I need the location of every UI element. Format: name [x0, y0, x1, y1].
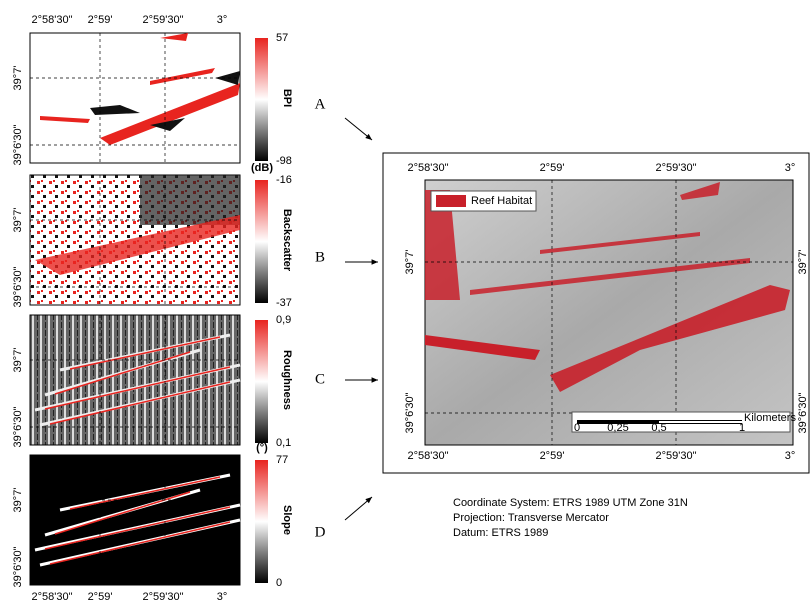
colorbar-name: BPI: [281, 89, 293, 107]
lat-label: 39°6'30": [12, 406, 24, 447]
ridge-red: [44, 506, 231, 550]
panel-bg: [29, 314, 241, 446]
colorbar: [255, 38, 268, 161]
caption-line: Datum: ETRS 1989: [453, 527, 548, 539]
lat-label: 39°6'30": [12, 124, 24, 165]
panel-letter: C: [315, 371, 325, 387]
colorbar-max: 0,9: [276, 314, 291, 326]
reef-bands: [425, 182, 750, 300]
colorbar-min: 0: [276, 577, 282, 589]
top-axis-label: 2°59': [88, 14, 113, 26]
arrow-head: [365, 497, 372, 504]
top-axis-label: 2°58'30": [408, 162, 449, 174]
lat-label: 39°7': [12, 488, 24, 513]
panel-letter: B: [315, 249, 325, 265]
bpi-black: [90, 71, 240, 131]
left-axis-label: 39°7': [404, 250, 416, 275]
lat-label: 39°6'30": [12, 546, 24, 587]
scale-unit: Kilometers: [744, 412, 796, 424]
arrow-head: [365, 133, 372, 140]
reef-main: [550, 285, 790, 392]
colorbar: [255, 320, 268, 443]
lat-label: 39°7': [12, 66, 24, 91]
colorbar-min: 0,1: [276, 437, 291, 449]
bottom-axis-label: 3°: [785, 450, 796, 462]
right-axis-label: 39°7': [797, 250, 809, 275]
ridge-red: [49, 381, 231, 425]
red-band: [35, 215, 240, 275]
reef-left: [425, 335, 540, 360]
top-axis-label: 2°59'30": [656, 162, 697, 174]
top-axis-label: 2°59'30": [143, 14, 184, 26]
colorbar-name: Slope: [281, 505, 293, 535]
bottom-axis-label: 2°59'30": [656, 450, 697, 462]
ridge-red: [69, 336, 221, 370]
ridge-red: [54, 351, 191, 395]
dark-area: [140, 175, 240, 225]
scale-tick: 0,25: [607, 422, 628, 434]
top-axis-label: 2°59': [540, 162, 565, 174]
bottom-axis-label: 2°59': [88, 591, 113, 600]
arrow-head: [371, 259, 378, 265]
top-axis-label: 2°58'30": [32, 14, 73, 26]
legend-swatch: [436, 195, 466, 207]
scale-tick: 0,5: [651, 422, 666, 434]
ridge-red: [69, 476, 221, 510]
colorbar-unit: (°): [256, 442, 268, 454]
right-axis-label: 39°6'30": [797, 392, 809, 433]
bottom-axis-label: 2°58'30": [408, 450, 449, 462]
bottom-axis-label: 2°59': [540, 450, 565, 462]
top-axis-label: 3°: [785, 162, 796, 174]
lat-label: 39°6'30": [12, 266, 24, 307]
colorbar-max: 77: [276, 454, 288, 466]
ridge-red: [54, 491, 191, 535]
main-map: 2°58'30" 2°59' 2°59'30" 3° 2°58'30" 2°59' 2°59…: [382, 152, 810, 539]
ridge-red: [49, 521, 231, 565]
scale-tick: 1: [739, 422, 745, 434]
colorbar-min: -37: [276, 297, 292, 309]
colorbar-max: -16: [276, 174, 292, 186]
ridge-red: [44, 366, 231, 410]
bpi-red: [100, 83, 240, 145]
panel-letter: D: [315, 524, 326, 540]
panel-bg: [29, 454, 241, 586]
colorbar-name: Roughness: [281, 350, 293, 410]
colorbar-name: Backscatter: [281, 209, 293, 272]
caption-line: Projection: Transverse Mercator: [453, 512, 609, 524]
colorbar-min: -98: [276, 155, 292, 167]
bottom-axis-label: 3°: [217, 591, 228, 600]
lat-label: 39°7': [12, 208, 24, 233]
bottom-axis-label: 2°59'30": [143, 591, 184, 600]
panel-letter: A: [315, 96, 326, 112]
left-axis-label: 39°6'30": [404, 392, 416, 433]
colorbar: [255, 180, 268, 303]
arrow-head: [371, 377, 378, 383]
bottom-axis-label: 2°58'30": [32, 591, 73, 600]
colorbar-max: 57: [276, 32, 288, 44]
caption-line: Coordinate System: ETRS 1989 UTM Zone 31…: [453, 497, 688, 509]
left-panels: 2°58'30" 2°59' 2°59'30" 3° 2°58'30" 2°59' 2°59…: [12, 14, 378, 603]
scale-tick: 0: [574, 422, 580, 434]
legend-label: Reef Habitat: [471, 195, 532, 207]
top-axis-label: 3°: [217, 14, 228, 26]
colorbar-unit: (dB): [251, 162, 273, 174]
lat-label: 39°7': [12, 348, 24, 373]
colorbar: [255, 460, 268, 583]
scale-bar-white: [659, 421, 742, 423]
